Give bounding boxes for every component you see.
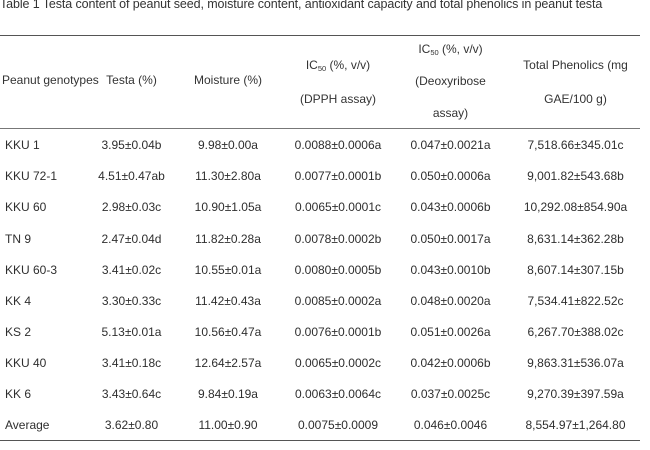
cell-ic50-dpph: 0.0075±0.0009	[298, 418, 378, 432]
cell-ic50-deoxy: 0.050±0.0006a	[410, 169, 491, 183]
cell-ic50-dpph: 0.0080±0.0005b	[294, 263, 382, 277]
header-ic50-deoxy-line2: (Deoxyribose	[415, 74, 486, 88]
header-ic50-dpph: IC50 (%, v/v)	[278, 58, 398, 73]
header-phenolics: Total Phenolics (mg	[523, 58, 628, 72]
table-top-rule	[0, 35, 640, 37]
header-genotype: Peanut genotypes	[2, 73, 99, 87]
cell-ic50-deoxy: 0.043±0.0006b	[410, 200, 491, 214]
cell-testa: 3.41±0.18c	[101, 356, 162, 370]
cell-moisture: 9.98±0.00a	[198, 138, 258, 152]
cell-genotype: KKU 40	[5, 356, 47, 370]
cell-ic50-dpph: 0.0065±0.0001c	[295, 200, 381, 214]
header-ic50-dpph-subscript: 50	[317, 64, 327, 73]
cell-testa: 3.41±0.02c	[101, 263, 162, 277]
header-ic50-deoxy-line3: assay)	[432, 106, 469, 120]
header-testa: Testa (%)	[106, 73, 157, 87]
cell-moisture: 10.56±0.47a	[194, 325, 262, 339]
cell-moisture: 11.42±0.43a	[195, 294, 261, 308]
cell-genotype: KKU 1	[5, 138, 40, 152]
cell-genotype: KK 6	[5, 387, 32, 401]
cell-moisture: 11.30±2.80a	[195, 169, 261, 183]
cell-phenolics: 8,607.14±307.15b	[527, 263, 624, 277]
cell-moisture: 10.90±1.05a	[194, 200, 262, 214]
cell-ic50-deoxy: 0.051±0.0026a	[410, 325, 491, 339]
cell-ic50-deoxy: 0.037±0.0025c	[410, 387, 491, 401]
cell-ic50-deoxy: 0.047±0.0021a	[410, 138, 491, 152]
cell-testa: 3.62±0.80	[104, 418, 159, 432]
header-divider-rule	[0, 128, 640, 129]
cell-testa: 3.95±0.04b	[101, 138, 162, 152]
header-ic50-deoxy: IC50 (%, v/v)	[398, 42, 503, 57]
cell-ic50-dpph: 0.0088±0.0006a	[294, 138, 382, 152]
cell-phenolics: 8,554.97±1,264.80	[525, 418, 626, 432]
cell-ic50-dpph: 0.0078±0.0002b	[294, 232, 382, 246]
cell-genotype: KK 4	[5, 294, 32, 308]
cell-moisture: 9.84±0.19a	[198, 387, 258, 401]
cell-genotype: KKU 72-1	[5, 169, 58, 183]
cell-phenolics: 7,534.41±822.52c	[527, 294, 624, 308]
cell-testa: 3.30±0.33c	[101, 294, 162, 308]
header-ic50-dpph-prefix: IC	[305, 58, 318, 72]
cell-ic50-dpph: 0.0077±0.0001b	[294, 169, 382, 183]
cell-ic50-dpph: 0.0065±0.0002c	[295, 356, 381, 370]
cell-genotype: KKU 60	[5, 200, 47, 214]
cell-testa: 2.47±0.04d	[101, 232, 162, 246]
cell-testa: 5.13±0.01a	[101, 325, 162, 339]
header-phenolics-units: GAE/100 g)	[544, 92, 607, 106]
cell-phenolics: 9,863.31±536.07a	[527, 356, 624, 370]
cell-phenolics: 9,270.39±397.59a	[527, 387, 624, 401]
cell-ic50-deoxy: 0.046±0.0046	[413, 418, 488, 432]
cell-genotype: KS 2	[5, 325, 32, 339]
cell-phenolics: 9,001.82±543.68b	[527, 169, 624, 183]
cell-phenolics: 6,267.70±388.02c	[527, 325, 624, 339]
cell-phenolics: 8,631.14±362.28b	[527, 232, 624, 246]
cell-ic50-dpph: 0.0085±0.0002a	[294, 294, 382, 308]
cell-ic50-deoxy: 0.048±0.0020a	[410, 294, 491, 308]
cell-ic50-dpph: 0.0063±0.0064c	[295, 387, 381, 401]
cell-ic50-deoxy: 0.050±0.0017a	[410, 232, 491, 246]
cell-moisture: 11.00±0.90	[198, 418, 258, 432]
header-ic50-deoxy-subscript: 50	[430, 48, 439, 57]
header-ic50-dpph-assay: (DPPH assay)	[299, 92, 376, 106]
cell-testa: 2.98±0.03c	[101, 200, 162, 214]
table-bottom-rule	[0, 440, 640, 442]
cell-ic50-deoxy: 0.043±0.0010b	[410, 263, 491, 277]
header-ic50-deoxy-units: (%, v/v)	[438, 42, 483, 56]
cell-moisture: 11.82±0.28a	[195, 232, 261, 246]
cell-genotype: TN 9	[5, 232, 32, 246]
cell-phenolics: 7,518.66±345.01c	[527, 138, 624, 152]
cell-testa: 3.43±0.64c	[101, 387, 162, 401]
cell-genotype: Average	[5, 418, 50, 432]
cell-moisture: 12.64±2.57a	[194, 356, 262, 370]
header-ic50-dpph-units: (%, v/v)	[326, 58, 371, 72]
cell-testa: 4.51±0.47ab	[98, 169, 165, 183]
cell-ic50-dpph: 0.0076±0.0001b	[294, 325, 382, 339]
header-moisture: Moisture (%)	[193, 73, 262, 87]
header-ic50-deoxy-prefix: IC	[418, 42, 431, 56]
cell-phenolics: 10,292.08±854.90a	[523, 200, 628, 214]
cell-genotype: KKU 60-3	[5, 263, 58, 277]
cell-ic50-deoxy: 0.042±0.0006b	[410, 356, 491, 370]
cell-moisture: 10.55±0.01a	[194, 263, 262, 277]
table-caption: Table 1 Testa content of peanut seed, mo…	[0, 0, 603, 11]
